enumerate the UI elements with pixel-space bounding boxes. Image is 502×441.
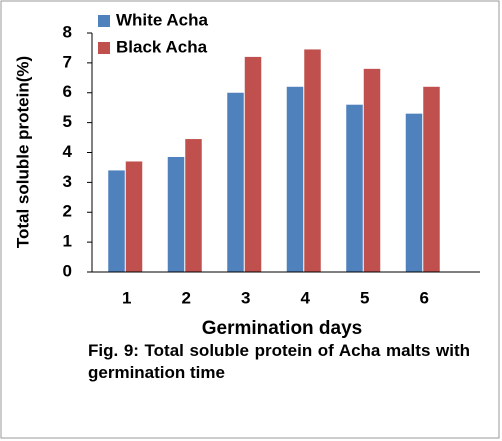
- caption: Fig. 9: Total soluble protein of Acha ma…: [88, 341, 470, 382]
- y-tick-label: 5: [63, 112, 72, 131]
- x-tick-label: 2: [182, 288, 191, 307]
- bar: [167, 156, 185, 272]
- y-axis-label: Total soluble protein(%): [13, 56, 32, 248]
- y-tick-label: 1: [63, 232, 72, 251]
- bar: [108, 170, 125, 272]
- bar: [423, 86, 440, 273]
- bar: [286, 86, 304, 273]
- bar: [185, 139, 202, 272]
- bar: [304, 49, 321, 273]
- y-tick-label: 6: [63, 82, 72, 101]
- y-tick-label: 2: [63, 202, 72, 221]
- bar: [346, 104, 363, 272]
- bar: [227, 92, 244, 272]
- legend-swatch: [98, 15, 110, 27]
- x-tick-label: 6: [420, 288, 429, 307]
- bar: [125, 161, 143, 272]
- bar: [244, 56, 262, 273]
- y-tick-label: 4: [63, 142, 73, 161]
- x-tick-label: 3: [241, 288, 250, 307]
- x-tick-label: 5: [360, 288, 369, 307]
- legend-swatch: [98, 42, 110, 54]
- x-tick-label: 1: [122, 288, 131, 307]
- legend-label: White Acha: [116, 10, 208, 29]
- y-tick-label: 7: [63, 52, 72, 71]
- legend-label: Black Acha: [116, 37, 208, 56]
- y-tick-label: 0: [63, 261, 72, 280]
- y-tick-label: 8: [63, 22, 72, 41]
- x-tick-label: 4: [301, 288, 311, 307]
- bar: [363, 68, 381, 272]
- bar: [405, 113, 423, 272]
- y-tick-label: 3: [63, 172, 72, 191]
- x-axis-label: Germination days: [202, 318, 363, 339]
